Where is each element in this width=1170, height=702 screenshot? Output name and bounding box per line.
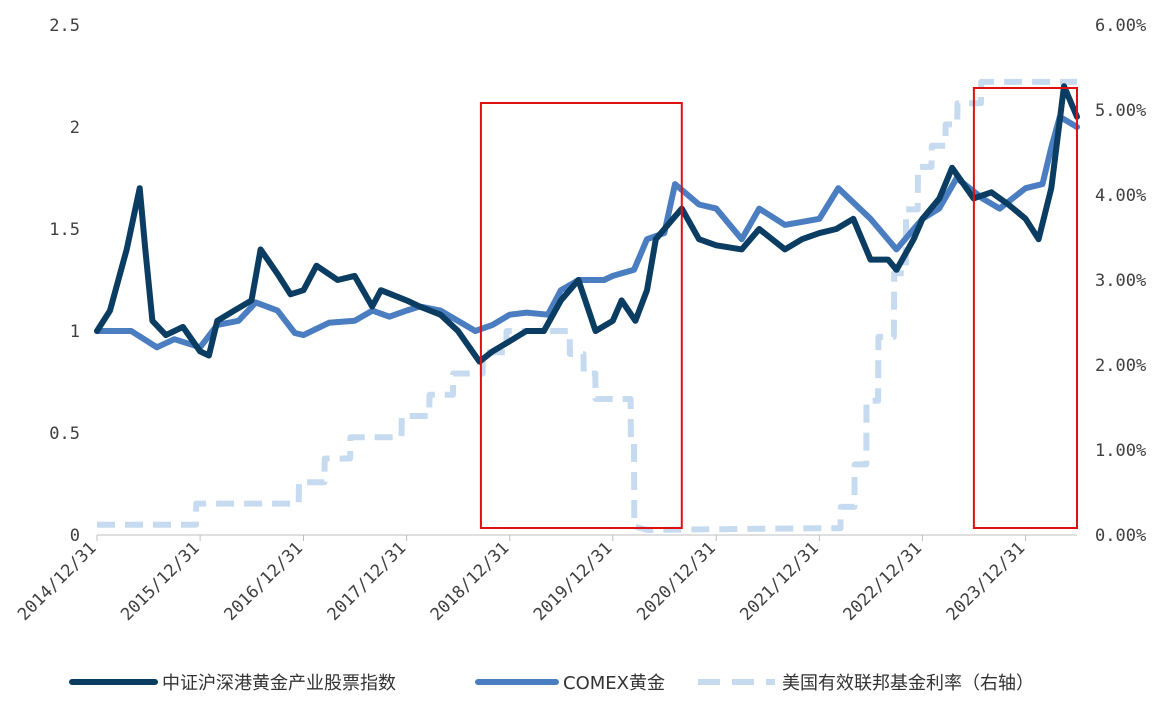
right-tick-label: 3.00% — [1095, 271, 1146, 291]
x-tick-label: 2018/12/31 — [427, 538, 514, 625]
x-tick-label: 2020/12/31 — [633, 538, 720, 625]
x-tick-label: 2023/12/31 — [943, 538, 1030, 625]
series-line-2 — [97, 78, 1077, 533]
x-tick-label: 2021/12/31 — [736, 538, 823, 625]
left-tick-label: 1 — [70, 322, 80, 342]
left-tick-label: 1.5 — [49, 220, 80, 240]
left-tick-label: 2 — [70, 118, 80, 138]
x-tick-label: 2016/12/31 — [221, 538, 308, 625]
right-axis-ticks: 0.00% 1.00% 2.00% 3.00% 4.00% 5.00% 6.00% — [1095, 16, 1146, 546]
legend-label: 中证沪深港黄金产业股票指数 — [162, 673, 396, 694]
x-tick-label: 2017/12/31 — [324, 538, 411, 625]
x-tick-label: 2015/12/31 — [117, 538, 204, 625]
highlight-box — [479, 102, 683, 529]
series-line-1 — [94, 113, 1080, 351]
left-axis-ticks: 0 0.5 1 1.5 2 2.5 — [49, 16, 80, 546]
highlight-box — [972, 87, 1079, 529]
right-tick-label: 2.00% — [1095, 356, 1146, 376]
x-tick-label: 2019/12/31 — [530, 538, 617, 625]
right-tick-label: 1.00% — [1095, 441, 1146, 461]
x-tick-label: 2022/12/31 — [839, 538, 926, 625]
legend: 中证沪深港黄金产业股票指数 COMEX黄金 美国有效联邦基金利率（右轴） — [69, 673, 1034, 694]
right-tick-label: 0.00% — [1095, 526, 1146, 546]
left-tick-label: 0 — [70, 526, 80, 546]
left-tick-label: 0.5 — [49, 424, 80, 444]
right-tick-label: 5.00% — [1095, 101, 1146, 121]
legend-label: COMEX黄金 — [563, 673, 665, 694]
x-axis: 2014/12/31 2015/12/31 2016/12/31 2017/12/31… — [14, 534, 1077, 625]
left-tick-label: 2.5 — [49, 16, 80, 36]
x-tick-label: 2014/12/31 — [14, 538, 101, 625]
legend-label: 美国有效联邦基金利率（右轴） — [782, 673, 1034, 694]
right-tick-label: 6.00% — [1095, 16, 1146, 36]
series-line-0 — [94, 83, 1080, 365]
plot-area — [94, 78, 1080, 533]
right-tick-label: 4.00% — [1095, 186, 1146, 206]
